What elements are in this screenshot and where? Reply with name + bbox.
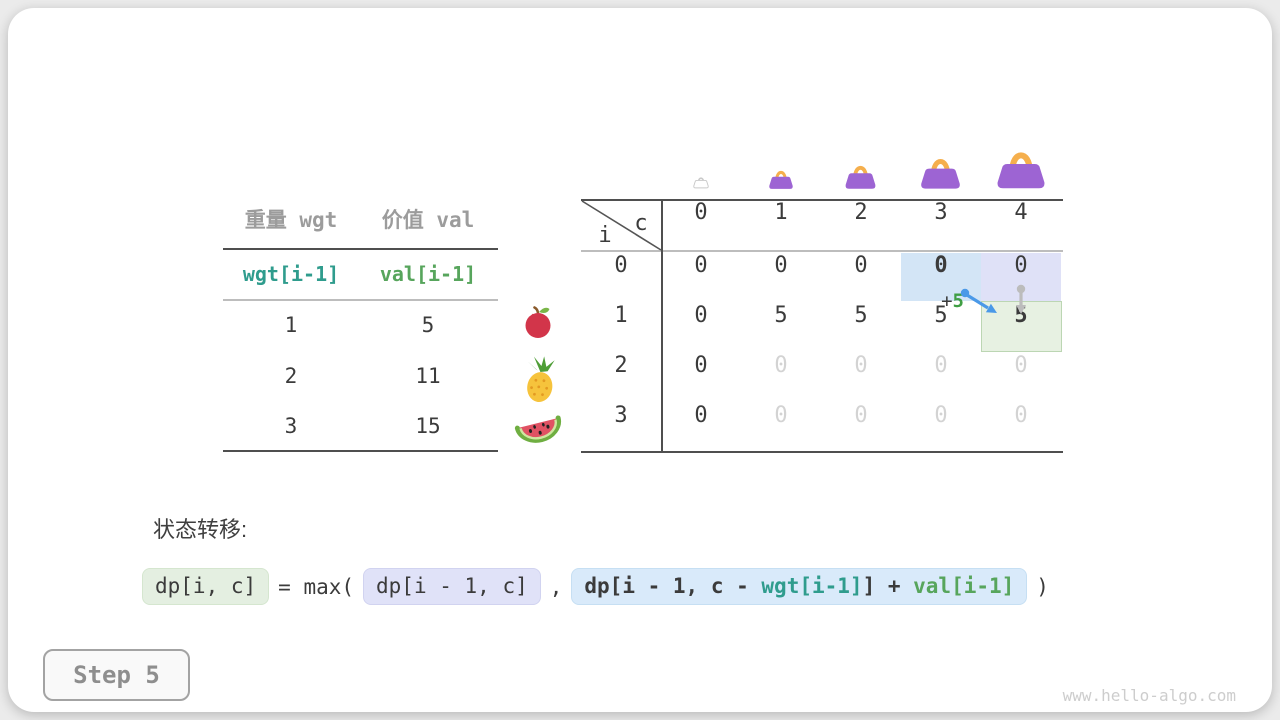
dp-table-bottom-rule: [581, 451, 1063, 453]
items-table-bottom-rule: [223, 450, 498, 452]
bag-4-icon: [997, 152, 1045, 189]
item-1-weight: 1: [284, 313, 298, 337]
dp-row-header-3: 3: [614, 403, 628, 428]
dp-cell-r2c4: 0: [1014, 353, 1028, 378]
plus-sign: +: [941, 290, 953, 312]
dp-cell-r1c4: 5: [1014, 303, 1028, 328]
items-index-val-label: val[i-1]: [379, 262, 477, 286]
item-3-weight: 3: [284, 414, 298, 438]
dp-col-header-3: 3: [934, 200, 948, 225]
dp-corner-col-label: c: [634, 211, 648, 236]
dp-row-header-0: 0: [614, 253, 628, 278]
items-table-header-rule: [223, 248, 498, 250]
dp-table-top-rule: [581, 199, 1063, 201]
item-2-weight: 2: [284, 364, 298, 388]
dp-cell-r0c0: 0: [694, 253, 708, 278]
dp-cell-r3c1: 0: [774, 403, 788, 428]
state-transition-label: 状态转移:: [153, 517, 248, 542]
dp-row-header-2: 2: [614, 353, 628, 378]
formula-option2-wgt: wgt[i-1]: [761, 574, 863, 598]
formula-option2-box: dp[i - 1, c - wgt[i-1]] + val[i-1]: [571, 568, 1028, 605]
step-badge: Step 5: [43, 649, 190, 701]
dp-cell-r3c3: 0: [934, 403, 948, 428]
dp-cell-r1c0: 0: [694, 303, 708, 328]
dp-table-header-rule: [581, 250, 1063, 252]
dp-cell-r1c3: 5: [934, 303, 948, 328]
dp-cell-r2c2: 0: [854, 353, 868, 378]
plus-value-annotation: +5: [928, 290, 964, 312]
dp-cell-r3c4: 0: [1014, 403, 1028, 428]
formula-lhs-box: dp[i, c]: [142, 568, 270, 605]
pineapple-icon: [527, 356, 555, 402]
dp-corner-row-label: i: [598, 223, 612, 248]
bag-2-icon: [845, 165, 876, 189]
formula-comma: ,: [549, 574, 563, 599]
dp-cell-r2c1: 0: [774, 353, 788, 378]
dp-col-header-1: 1: [774, 200, 788, 225]
dp-cell-r2c0: 0: [694, 353, 708, 378]
dp-row-header-1: 1: [614, 303, 628, 328]
dp-cell-r0c4: 0: [1014, 253, 1028, 278]
figure-card: 重量 wgt 价值 val wgt[i-1] val[i-1] 1 5 2 11…: [8, 8, 1272, 712]
items-col-header-value: 价值 val: [381, 208, 475, 232]
bag-1-icon: [769, 170, 793, 189]
formula-option2-prefix: dp[i - 1, c -: [584, 574, 762, 598]
dp-cell-r0c1: 0: [774, 253, 788, 278]
formula-option2-val: val[i-1]: [913, 574, 1015, 598]
dp-col-header-0: 0: [694, 200, 708, 225]
apple-icon: [525, 306, 551, 338]
dp-cell-r3c2: 0: [854, 403, 868, 428]
item-2-value: 11: [415, 364, 441, 388]
dp-cell-r1c1: 5: [774, 303, 788, 328]
dp-cell-r3c0: 0: [694, 403, 708, 428]
dp-cell-r1c2: 5: [854, 303, 868, 328]
dp-table-vertical-rule: [661, 199, 663, 453]
items-table-index-rule: [223, 299, 498, 301]
added-value: 5: [952, 290, 964, 312]
bag-3-icon: [921, 159, 960, 189]
state-transition-formula: dp[i, c] = max( dp[i - 1, c] , dp[i - 1,…: [142, 568, 1049, 605]
formula-option1-box: dp[i - 1, c]: [363, 568, 541, 605]
watermelon-icon: [514, 415, 562, 443]
watermark-url: www.hello-algo.com: [1062, 686, 1236, 705]
formula-option2-mid: ] +: [862, 574, 914, 598]
dp-cell-r0c2: 0: [854, 253, 868, 278]
dp-col-header-2: 2: [854, 200, 868, 225]
dp-cell-r0c3: 0: [934, 253, 948, 278]
formula-close-paren: ): [1036, 574, 1049, 599]
item-1-value: 5: [421, 313, 435, 337]
bag-empty-icon: [693, 177, 709, 189]
items-col-header-weight: 重量 wgt: [244, 208, 338, 232]
dp-col-header-4: 4: [1014, 200, 1028, 225]
items-index-wgt-label: wgt[i-1]: [242, 262, 340, 286]
dp-cell-r2c3: 0: [934, 353, 948, 378]
formula-equals-max: = max(: [278, 574, 355, 599]
item-3-value: 15: [415, 414, 441, 438]
